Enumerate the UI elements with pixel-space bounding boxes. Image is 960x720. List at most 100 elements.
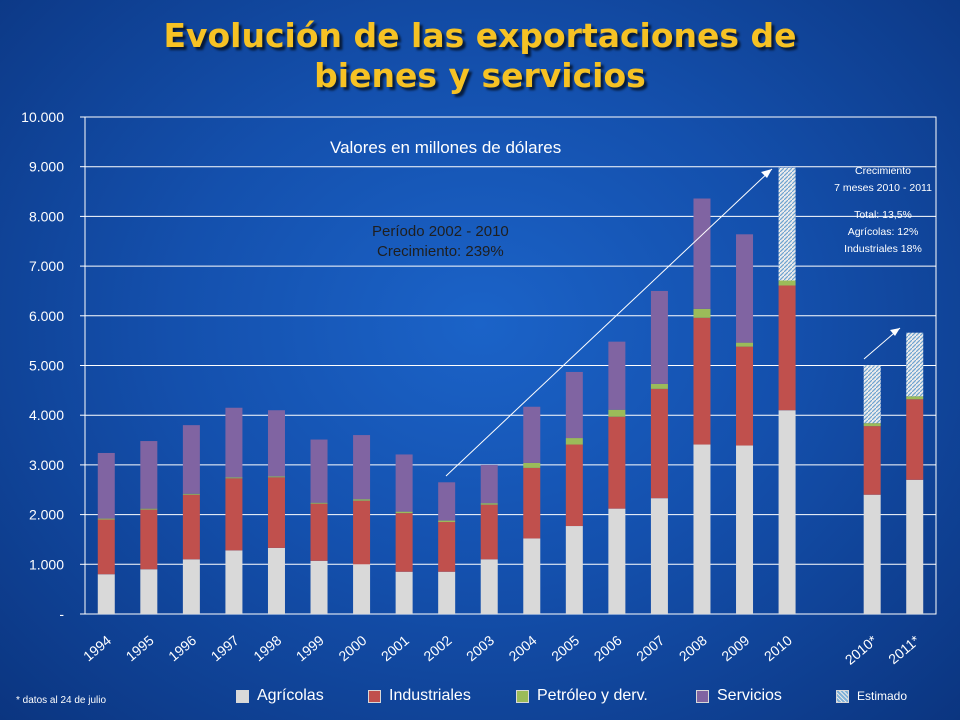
period-label: Período 2002 - 2010 — [372, 223, 509, 240]
bar-servicios-2002 — [438, 482, 456, 521]
bar-industriales-2003 — [480, 504, 498, 560]
bar-servicios-2008 — [693, 198, 711, 309]
bar-servicios-1995 — [140, 441, 158, 509]
growth-box-line4: Agrícolas: 12% — [847, 226, 919, 238]
x-tick-label: 1994 — [80, 632, 114, 664]
bar-petroleo-y-derv-2010 — [863, 423, 881, 427]
bar-servicios-2004 — [523, 406, 541, 463]
bar-petroleo-y-derv-2009 — [736, 342, 754, 347]
bar-petroleo-y-derv-2008 — [693, 308, 711, 318]
bar-petroleo-y-derv-1998 — [267, 476, 285, 478]
bar-agricolas-2007 — [650, 498, 668, 614]
bar-industriales-2008 — [693, 317, 711, 445]
legend-swatch-petroleo — [516, 689, 529, 703]
x-tick-label: 1998 — [250, 632, 284, 664]
trend-arrow-head-2 — [890, 328, 900, 336]
growth-box-line2: 7 meses 2010 - 2011 — [834, 182, 932, 194]
chart-title-line2: bienes y servicios — [314, 56, 646, 95]
bar-agricolas-1994 — [97, 574, 115, 614]
period-annotation: Período 2002 - 2010 Crecimiento: 239% — [372, 222, 509, 262]
chart-subtitle: Valores en millones de dólares — [330, 138, 562, 157]
growth-label: Crecimiento: 239% — [377, 243, 504, 260]
bar-agricolas-1997 — [225, 550, 243, 614]
legend-label-estimado: Estimado — [857, 689, 908, 703]
bar-servicios-2000 — [353, 435, 371, 500]
legend-swatch-industriales — [368, 689, 381, 703]
bar-petroleo-y-derv-1999 — [310, 502, 328, 504]
growth-box-line1: Crecimiento — [854, 165, 912, 177]
bar-industriales-2007 — [650, 388, 668, 499]
bar-agricolas-2009 — [736, 445, 754, 614]
x-tick-label: 2010 — [761, 632, 795, 664]
legend-swatch-agricolas — [236, 689, 249, 703]
bar-servicios-1996 — [182, 425, 200, 494]
bar-petroleo-y-derv-2003 — [480, 503, 498, 505]
bar-agricolas-1999 — [310, 560, 328, 614]
legend-label-petroleo: Petróleo y derv. — [537, 687, 648, 704]
bar-agricolas-2008 — [693, 444, 711, 614]
x-tick-label: 2006 — [591, 632, 625, 664]
bar-industriales-2000 — [353, 500, 371, 565]
growth-box-line3: Total: 13,5% — [854, 209, 912, 221]
bar-servicios-1997 — [225, 407, 243, 478]
x-tick-label: 2004 — [506, 632, 540, 664]
x-tick-label: 2002 — [420, 632, 454, 664]
bar-estimado-2010 — [778, 167, 796, 281]
x-tick-label: 2010* — [842, 632, 881, 668]
bar-agricolas-1998 — [267, 547, 285, 614]
bar-industriales-2004 — [523, 467, 541, 539]
y-tick-label: 9.000 — [29, 159, 64, 175]
y-tick-label: - — [59, 606, 64, 622]
bar-servicios-1994 — [97, 452, 115, 519]
trend-arrow-2002-2010 — [445, 168, 773, 477]
y-tick-label: 3.000 — [29, 457, 64, 473]
chart-legend: Agrícolas Industriales Petróleo y derv. … — [232, 684, 922, 708]
legend-label-agricolas: Agrícolas — [257, 687, 324, 704]
x-tick-label: 1999 — [293, 632, 327, 664]
bar-industriales-2002 — [438, 522, 456, 572]
y-tick-label: 6.000 — [29, 308, 64, 324]
x-tick-label: 2009 — [718, 632, 752, 664]
x-tick-label: 2000 — [335, 632, 369, 664]
legend-industriales: Industriales — [368, 684, 471, 708]
footnote: * datos al 24 de julio — [16, 695, 107, 706]
legend-swatch-estimado — [836, 689, 849, 703]
bar-agricolas-2010 — [863, 494, 881, 614]
bar-petroleo-y-derv-2006 — [608, 409, 626, 417]
bar-agricolas-2006 — [608, 508, 626, 614]
bar-industriales-1996 — [182, 494, 200, 560]
bar-estimado-2010 — [863, 365, 881, 424]
bar-petroleo-y-derv-2004 — [523, 462, 541, 468]
bar-industriales-2009 — [736, 346, 754, 446]
y-tick-label: 2.000 — [29, 507, 64, 523]
x-tick-label: 2008 — [676, 632, 710, 664]
y-tick-label: 4.000 — [29, 407, 64, 423]
bar-petroleo-y-derv-2007 — [650, 383, 668, 389]
legend-label-servicios: Servicios — [717, 687, 782, 704]
bar-agricolas-2001 — [395, 571, 413, 614]
y-tick-label: 7.000 — [29, 258, 64, 274]
bar-industriales-1998 — [267, 477, 285, 548]
legend-petroleo: Petróleo y derv. — [516, 684, 648, 708]
bar-petroleo-y-derv-1994 — [97, 518, 115, 520]
bar-industriales-2001 — [395, 513, 413, 572]
bar-petroleo-y-derv-2010 — [778, 280, 796, 286]
y-tick-label: 8.000 — [29, 208, 64, 224]
bar-industriales-2006 — [608, 416, 626, 509]
bar-agricolas-2011 — [906, 479, 924, 614]
bar-servicios-2006 — [608, 341, 626, 410]
bar-petroleo-y-derv-2005 — [565, 438, 583, 445]
x-tick-label: 1996 — [165, 632, 199, 664]
legend-estimado: Estimado — [836, 684, 907, 708]
bar-servicios-2001 — [395, 454, 413, 512]
bar-servicios-2009 — [736, 234, 754, 343]
bar-industriales-1994 — [97, 519, 115, 575]
bar-petroleo-y-derv-2002 — [438, 520, 456, 523]
growth-box-line5: Industriales 18% — [844, 243, 922, 255]
bar-petroleo-y-derv-1996 — [182, 493, 200, 495]
bar-agricolas-2000 — [353, 564, 371, 614]
bar-estimado-2011 — [906, 332, 924, 397]
x-tick-label: 2003 — [463, 632, 497, 664]
bar-industriales-1999 — [310, 503, 328, 561]
bar-agricolas-2010 — [778, 410, 796, 614]
